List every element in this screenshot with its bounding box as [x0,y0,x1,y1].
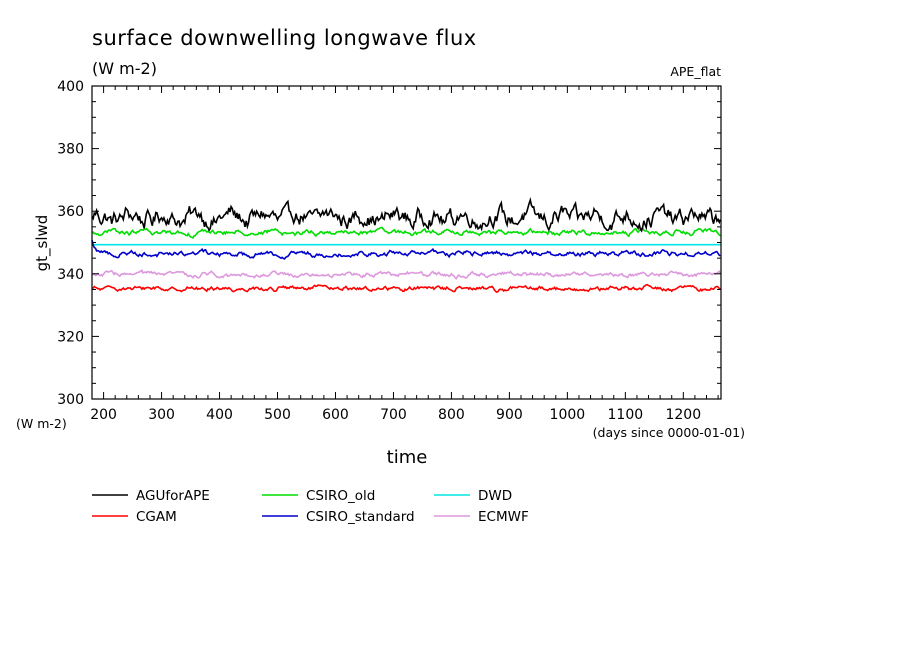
series-line-csiro-old [91,226,721,240]
legend-label: CSIRO_old [306,488,375,504]
x-tick-label: 200 [90,407,117,423]
x-tick-label: 1200 [665,407,701,423]
legend-label: CGAM [136,509,177,525]
chart-title: surface downwelling longwave flux [92,26,477,50]
x-tick-label: 800 [438,407,465,423]
x-tick-label: 900 [496,407,523,423]
series-line-aguforape [91,196,722,233]
plot-area [91,85,722,400]
y-tick-label: 400 [57,79,84,95]
series-line-csiro-standard [91,239,721,260]
x-tick-label: 300 [148,407,175,423]
series-line-cgam [91,283,721,293]
series-layer [91,196,722,293]
experiment-label: APE_flat [670,64,721,79]
legend-label: AGUforAPE [136,488,210,504]
x-tick-label: 500 [264,407,291,423]
y-tick-label: 340 [57,267,84,283]
plot-frame [91,85,722,400]
x-tick-label: 1100 [608,407,644,423]
x-tick-label: 700 [380,407,407,423]
x-tick-label: 400 [206,407,233,423]
y-tick-label: 320 [57,329,84,345]
y-axis-label: gt_slwd [33,215,52,272]
series-line-ecmwf [92,269,722,280]
y-tick-label: 300 [57,392,84,408]
y-axis-units: (W m-2) [16,416,67,431]
legend: AGUforAPE CGAM CSIRO_old CSIRO_standard DWD E… [92,488,529,525]
x-axis-label: time [387,447,428,468]
y-tick-label: 380 [57,142,84,158]
x-tick-label: 600 [322,407,349,423]
y-tick-label: 360 [57,204,84,220]
legend-label: DWD [478,488,512,504]
x-tick-label: 1000 [550,407,586,423]
y-axis: 300 320 340 360 380 400 [57,79,721,408]
chart-units: (W m-2) [92,59,157,78]
x-axis-units: (days since 0000-01-01) [593,425,745,440]
legend-label: ECMWF [478,509,529,525]
x-axis: 200 300 400 500 600 700 800 900 1000 1100 1200 [90,86,719,423]
legend-label: CSIRO_standard [306,509,415,525]
